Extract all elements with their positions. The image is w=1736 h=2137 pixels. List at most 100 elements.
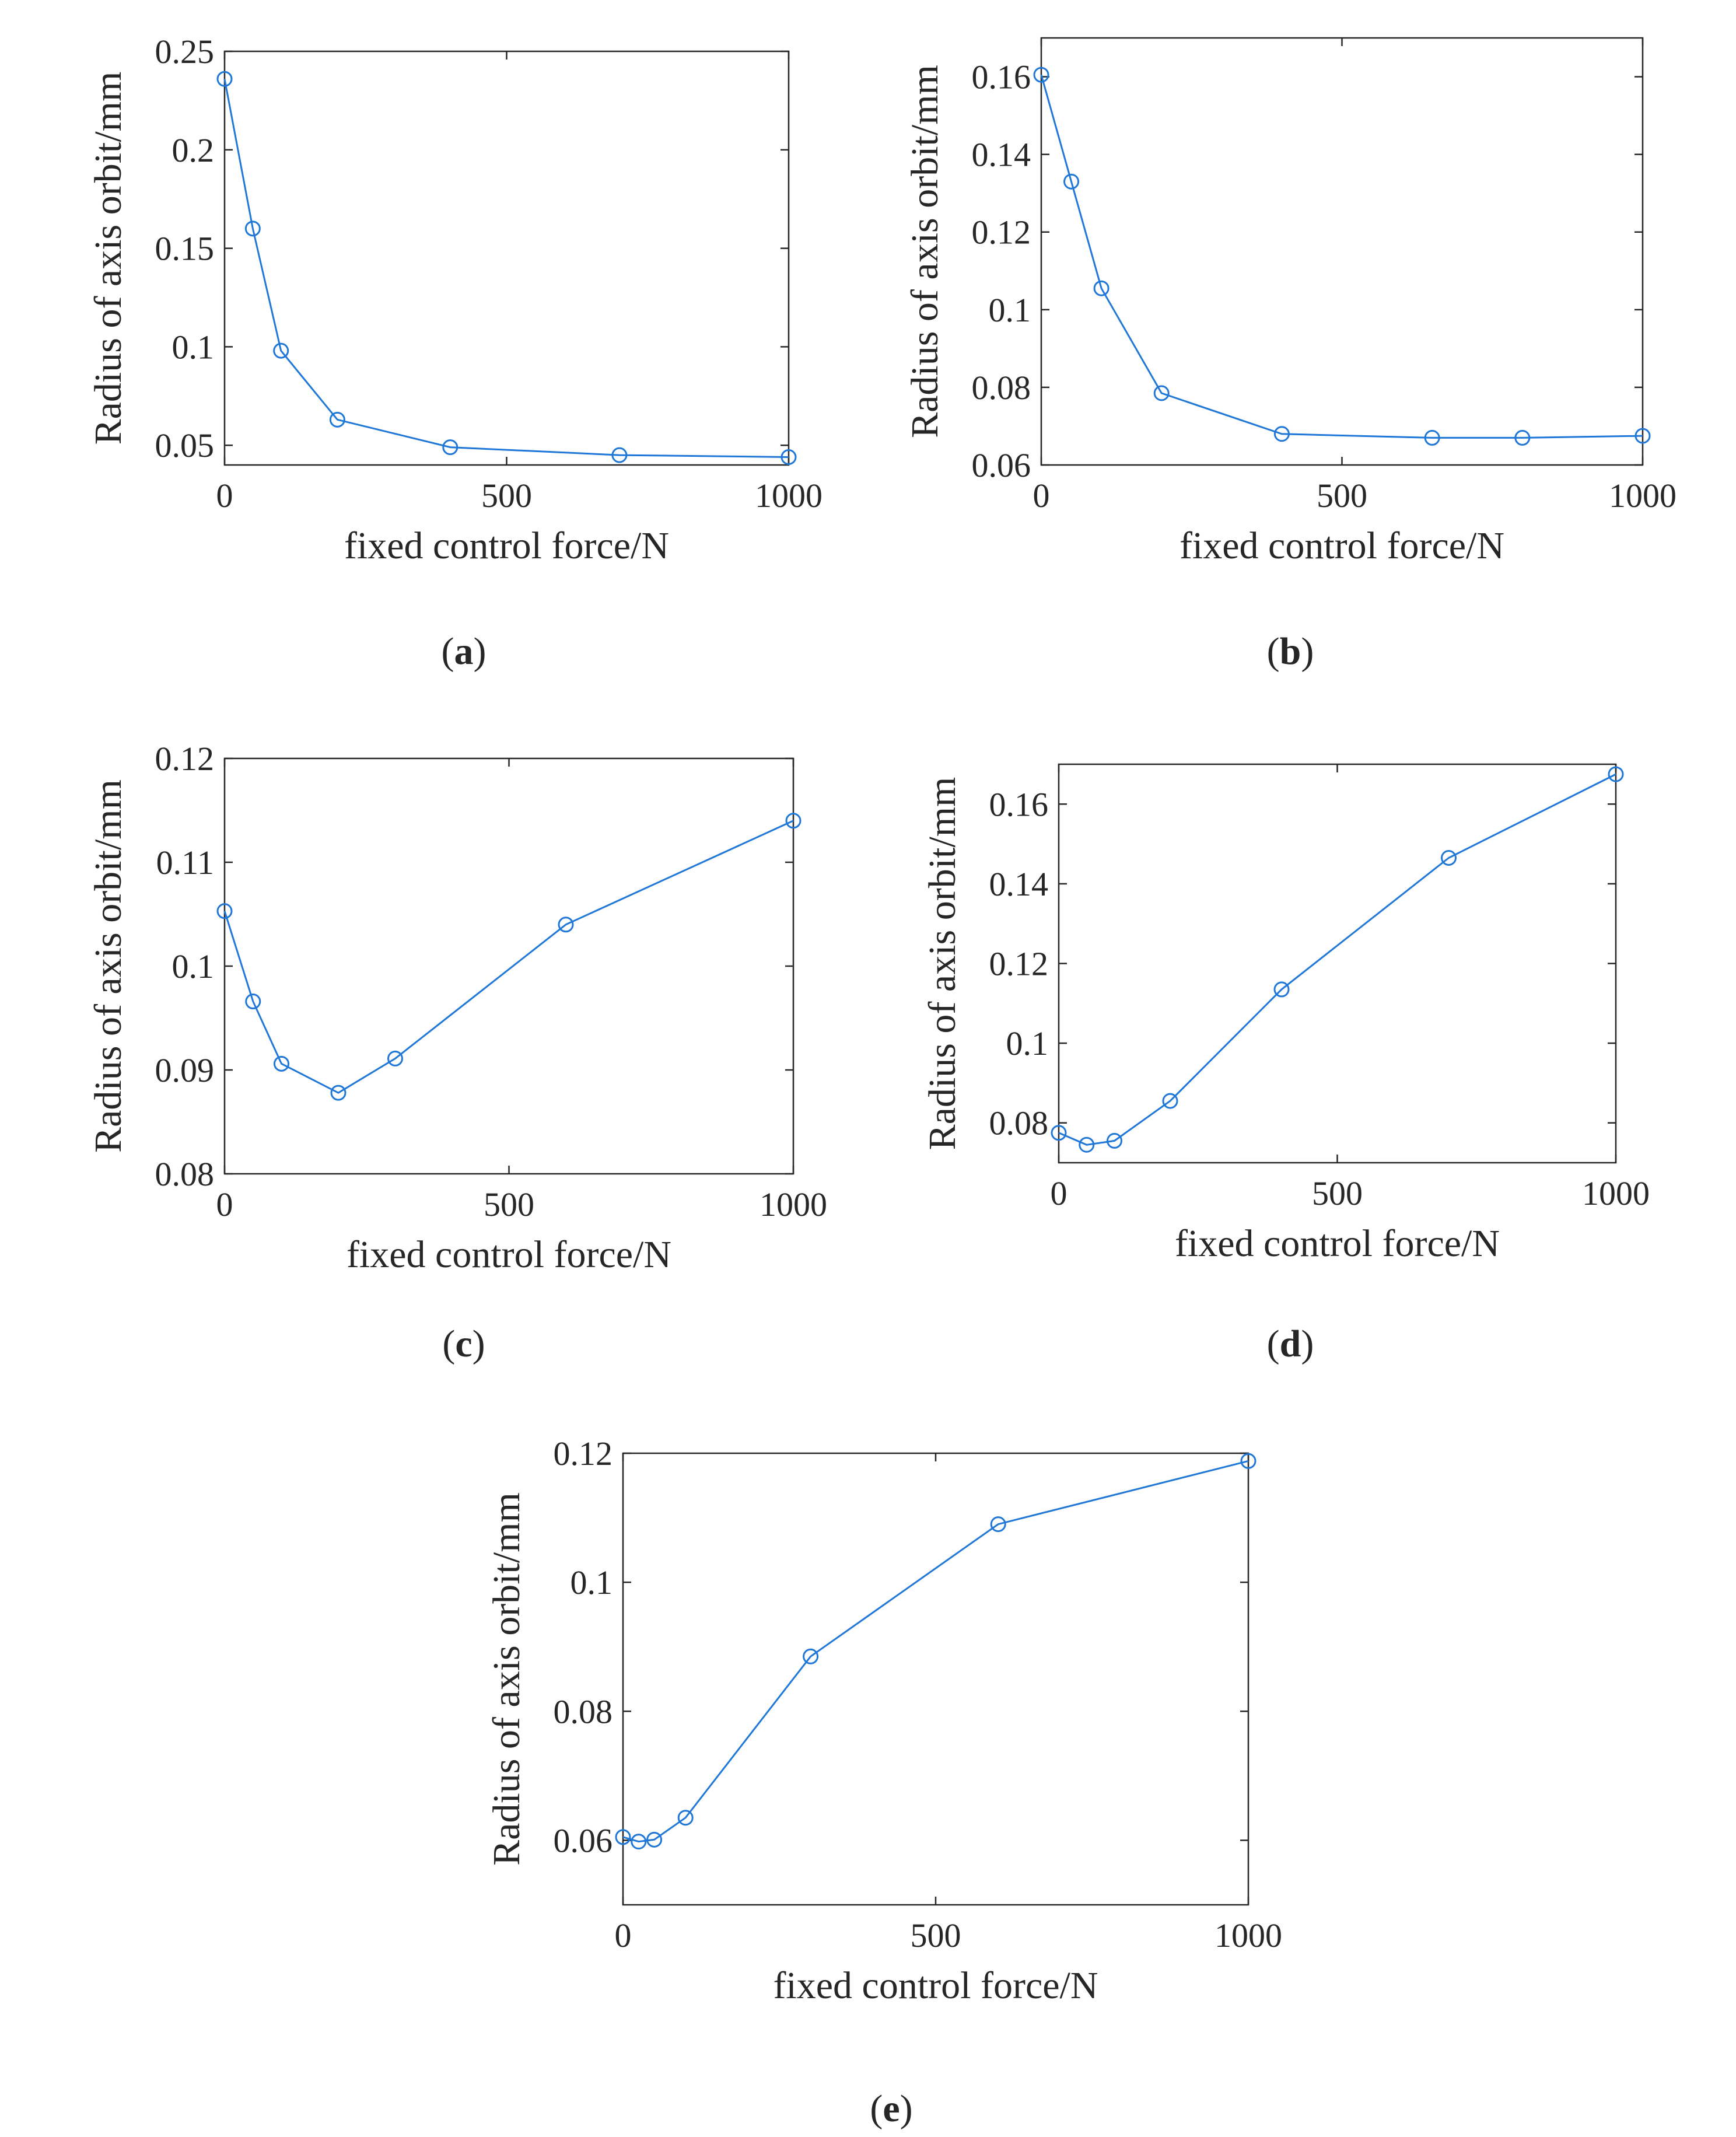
caption-close-paren-b: )	[1301, 630, 1314, 673]
x-tick-label-c-2: 1000	[760, 1185, 827, 1223]
data-point-b-2	[1093, 280, 1110, 296]
panels: 0 500 1000 0.05 0.1 0.15 0.2 0.25 fixed control …	[87, 33, 1676, 2130]
x-tick-label-e-2: 1000	[1214, 1916, 1282, 1954]
data-point-e-5	[990, 1516, 1006, 1533]
x-tick-label-a-2: 1000	[755, 477, 822, 515]
chart-panel-e: 0 500 1000 0.06 0.08 0.1 0.12 fixed control for…	[485, 1435, 1282, 2130]
caption-close-paren-a: )	[474, 630, 487, 673]
series-line-e-0	[622, 1460, 1249, 1843]
x-tick-label-a-1: 500	[481, 477, 532, 515]
caption-close-paren-d: )	[1301, 1323, 1314, 1365]
x-tick-label-b-1: 500	[1317, 477, 1367, 515]
panel-caption-b: (b)	[1267, 630, 1314, 673]
data-point-d-4	[1273, 981, 1290, 998]
series-line-b-0	[1040, 74, 1643, 439]
y-tick-label-b-0: 0.06	[972, 446, 1031, 484]
data-point-b-6	[1514, 429, 1531, 446]
x-tick-label-e-0: 0	[615, 1916, 632, 1954]
y-tick-label-b-4: 0.14	[972, 136, 1031, 174]
caption-letter-c: c	[455, 1323, 472, 1365]
data-point-c-6	[785, 813, 802, 829]
data-point-a-4	[442, 439, 459, 456]
data-point-e-6	[1240, 1453, 1256, 1469]
caption-close-paren-c: )	[473, 1323, 485, 1365]
x-axis-label-a: fixed control force/N	[344, 524, 669, 567]
y-axis-label-b: Radius of axis orbit/mm	[904, 65, 946, 438]
y-tick-label-a-0: 0.05	[155, 426, 215, 464]
data-point-b-5	[1424, 429, 1440, 446]
chart-panel-c: 0 500 1000 0.08 0.09 0.1 0.11 0.12 fixed control…	[87, 740, 827, 1365]
x-axis-label-e: fixed control force/N	[773, 1964, 1098, 2007]
x-tick-label-b-2: 1000	[1609, 477, 1676, 515]
data-point-b-4	[1273, 426, 1290, 442]
data-point-d-2	[1107, 1132, 1122, 1149]
data-point-a-0	[216, 71, 233, 87]
panel-caption-d: (d)	[1267, 1323, 1314, 1365]
y-tick-label-a-4: 0.25	[155, 33, 215, 71]
x-axis-label-c: fixed control force/N	[346, 1233, 671, 1276]
data-point-d-6	[1608, 766, 1624, 782]
chart-panel-d: 0 500 1000 0.08 0.1 0.12 0.14 0.16 fixed control…	[921, 763, 1650, 1365]
x-tick-label-b-0: 0	[1033, 477, 1050, 515]
data-point-d-0	[1051, 1125, 1067, 1141]
caption-open-paren-a: (	[442, 630, 454, 673]
y-tick-label-c-3: 0.11	[156, 844, 214, 882]
y-tick-label-b-3: 0.12	[972, 214, 1031, 251]
data-point-c-3	[330, 1085, 346, 1101]
x-axis-label-d: fixed control force/N	[1175, 1222, 1500, 1265]
panel-caption-c: (c)	[442, 1323, 485, 1365]
data-point-a-5	[611, 447, 628, 463]
data-point-c-0	[216, 903, 233, 919]
y-tick-label-e-1: 0.08	[554, 1692, 613, 1730]
y-axis-label-c: Radius of axis orbit/mm	[87, 779, 130, 1153]
x-tick-label-c-1: 500	[484, 1185, 534, 1223]
caption-letter-d: d	[1280, 1323, 1301, 1365]
data-point-e-3	[677, 1810, 694, 1826]
y-axis-label-d: Radius of axis orbit/mm	[921, 777, 964, 1150]
data-point-c-4	[387, 1050, 403, 1066]
y-axis-label-e: Radius of axis orbit/mm	[485, 1492, 528, 1866]
y-tick-label-e-3: 0.12	[554, 1435, 613, 1473]
data-point-a-6	[780, 449, 797, 465]
caption-open-paren-d: (	[1267, 1323, 1280, 1365]
data-point-d-5	[1441, 850, 1457, 866]
x-tick-label-a-0: 0	[216, 477, 233, 515]
data-point-e-0	[615, 1829, 631, 1845]
y-tick-label-d-0: 0.08	[989, 1104, 1049, 1142]
chart-panel-a: 0 500 1000 0.05 0.1 0.15 0.2 0.25 fixed control …	[87, 33, 822, 673]
data-point-b-3	[1153, 385, 1170, 401]
data-point-c-5	[558, 917, 574, 933]
caption-open-paren-c: (	[442, 1323, 455, 1365]
data-point-a-2	[273, 342, 289, 359]
y-tick-label-d-3: 0.14	[989, 865, 1049, 903]
y-tick-label-c-2: 0.1	[172, 947, 215, 985]
series-line-a-0	[223, 79, 789, 458]
data-point-d-3	[1162, 1093, 1178, 1109]
y-tick-label-c-0: 0.08	[155, 1155, 215, 1193]
y-tick-label-e-0: 0.06	[554, 1821, 613, 1859]
caption-letter-e: e	[883, 2087, 900, 2130]
y-axis-label-a: Radius of axis orbit/mm	[87, 72, 130, 445]
y-tick-label-e-2: 0.1	[570, 1564, 613, 1601]
y-tick-label-a-3: 0.2	[172, 131, 215, 169]
series-line-c-0	[223, 820, 794, 1094]
y-tick-label-a-1: 0.1	[172, 328, 215, 366]
y-tick-label-d-1: 0.1	[1006, 1024, 1049, 1062]
y-tick-label-d-4: 0.16	[989, 785, 1049, 823]
y-tick-label-b-5: 0.16	[972, 58, 1031, 96]
y-tick-label-b-2: 0.1	[989, 291, 1031, 329]
series-line-d-0	[1058, 773, 1616, 1146]
data-point-b-7	[1634, 428, 1651, 444]
y-tick-label-b-1: 0.08	[972, 369, 1031, 407]
caption-letter-b: b	[1280, 630, 1301, 673]
caption-close-paren-e: )	[900, 2087, 913, 2130]
x-tick-label-e-1: 500	[911, 1916, 961, 1954]
y-tick-label-c-4: 0.12	[155, 740, 215, 778]
x-tick-label-c-0: 0	[216, 1185, 233, 1223]
x-tick-label-d-2: 1000	[1582, 1174, 1650, 1212]
x-axis-label-b: fixed control force/N	[1180, 524, 1504, 567]
panel-caption-e: (e)	[870, 2087, 912, 2130]
chart-panel-b: 0 500 1000 0.06 0.08 0.1 0.12 0.14 0.16 fixed con…	[904, 37, 1676, 673]
y-tick-label-d-2: 0.12	[989, 945, 1049, 983]
